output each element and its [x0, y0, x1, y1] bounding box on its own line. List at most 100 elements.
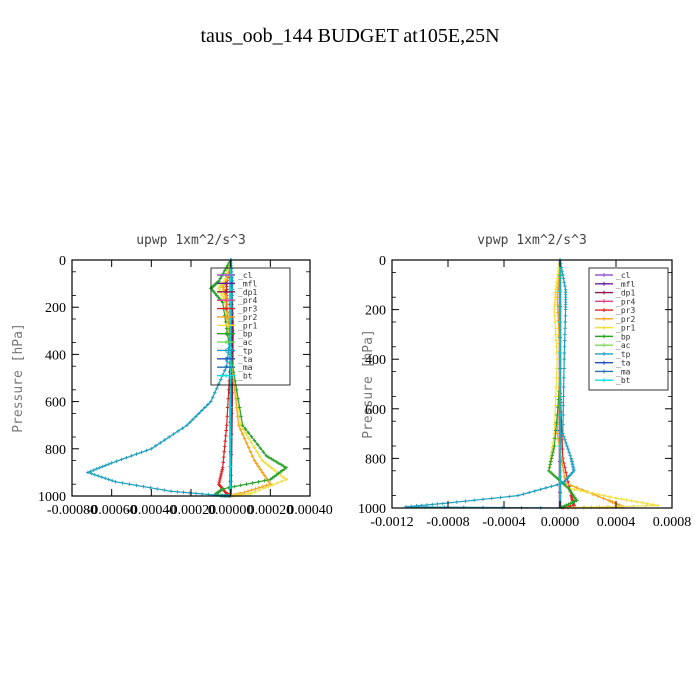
series-marker-tp: [129, 454, 134, 458]
series-marker-pr1: [552, 314, 557, 318]
series-marker-pr1: [555, 357, 559, 361]
legend-marker: [602, 378, 606, 383]
series-marker-pr1: [555, 351, 559, 355]
y-tick-label: 200: [45, 301, 66, 316]
series-marker-bp: [564, 484, 568, 488]
series-marker-pr1: [608, 495, 612, 499]
series-marker-pr1: [635, 500, 639, 504]
series-marker-pr3: [226, 396, 230, 401]
series-marker-pr3: [223, 434, 228, 438]
series-marker-bp: [554, 420, 559, 425]
legend-label: _ma: [238, 363, 253, 372]
series-marker-pr1: [249, 441, 254, 445]
legend-label: _dp1: [238, 288, 257, 297]
series-marker-bp: [225, 263, 230, 268]
series-marker-bp: [282, 467, 287, 471]
legend-label: _tp: [238, 346, 253, 355]
series-marker-pr1: [279, 479, 284, 484]
y-tick-label: 400: [45, 348, 66, 363]
series-marker-pr3: [221, 460, 226, 465]
x-tick-label: -0.0012: [370, 515, 413, 530]
series-marker-bp: [270, 476, 275, 480]
legend-marker: [602, 369, 606, 374]
series-marker-tp: [562, 280, 566, 285]
series-marker-tp: [563, 307, 568, 312]
series-marker-pr2: [253, 487, 258, 491]
series-marker-pr1: [640, 500, 645, 505]
series-marker-tp: [481, 497, 485, 502]
legend-label: _bp: [616, 332, 631, 341]
series-marker-tp: [155, 487, 160, 491]
legend-label: _bp: [238, 330, 253, 339]
legend-label: _ta: [238, 355, 253, 364]
series-marker-bp: [552, 444, 557, 448]
series-marker-tp: [180, 426, 185, 430]
series-marker-bp: [244, 482, 249, 486]
x-tick-label: 0.00020: [248, 503, 294, 518]
series-marker-pr1: [555, 280, 559, 285]
legend-marker: [224, 331, 228, 336]
series-marker-pr1: [656, 503, 660, 508]
series-marker-tp: [103, 476, 108, 481]
series-marker-bt: [558, 413, 562, 417]
series-marker-pr1: [257, 454, 262, 458]
series-marker-tp: [561, 431, 565, 436]
series-marker-tp: [561, 273, 565, 277]
series-marker-pr2: [601, 496, 606, 501]
series-marker-pr3: [564, 470, 568, 475]
panel-title: upwp 1xm^2/s^3: [136, 233, 246, 248]
series-marker-tp: [563, 284, 567, 288]
series-marker-tp: [498, 495, 503, 500]
series-marker-bp: [551, 447, 556, 451]
series-marker-tp: [109, 461, 114, 465]
series-marker-tp: [106, 462, 111, 466]
y-tick-label: 400: [365, 353, 386, 368]
series-marker-bp: [267, 455, 271, 460]
series-marker-pr2: [562, 475, 567, 479]
series-marker-bp: [220, 300, 225, 305]
series-marker-pr2: [244, 441, 249, 445]
series-marker-bt: [558, 475, 562, 479]
legend-box: [588, 267, 669, 391]
series-marker-tp: [562, 376, 566, 380]
legend-label: _pr3: [616, 306, 635, 315]
legend-label: _ma: [616, 367, 631, 376]
series-marker-pr2: [556, 310, 560, 315]
series-marker-pr3: [225, 414, 229, 419]
series-marker-pr1: [262, 486, 266, 491]
series-marker-tp: [562, 345, 567, 349]
series-marker-tp: [197, 411, 201, 416]
series-marker-tp: [566, 447, 570, 451]
series-marker-bp: [551, 450, 555, 454]
legend-marker: [224, 289, 228, 294]
series-marker-bp: [549, 456, 554, 461]
series-marker-pr1: [257, 488, 262, 492]
series-marker-tp: [185, 423, 189, 427]
legend-marker: [602, 273, 606, 277]
series-marker-bp: [550, 453, 555, 458]
series-marker-pr2: [569, 483, 573, 488]
legend-marker: [602, 343, 606, 348]
series-marker-pr1: [246, 436, 251, 441]
x-tick-label: 0.00040: [287, 503, 333, 518]
legend-label: _pr1: [238, 321, 257, 330]
legend-marker: [602, 334, 606, 339]
x-tick-label: -0.00020: [166, 503, 216, 518]
series-marker-bp: [553, 436, 557, 441]
series-marker-bp: [568, 501, 573, 506]
legend-label: _dp1: [616, 289, 635, 298]
series-marker-bp: [246, 431, 251, 435]
series-marker-tp: [563, 326, 567, 330]
series-marker-tp: [527, 490, 531, 495]
series-marker-bp: [238, 483, 243, 488]
series-marker-tp: [563, 332, 567, 337]
series-marker-tp: [162, 438, 167, 442]
series-marker-tp: [169, 489, 173, 494]
series-marker-bp: [575, 498, 579, 503]
series-marker-bp: [264, 454, 269, 458]
series-marker-tp: [200, 492, 204, 496]
legend-marker: [224, 348, 228, 353]
series-marker-tp: [555, 482, 559, 487]
series-marker-bp: [281, 464, 286, 469]
series-marker-pr1: [596, 492, 600, 497]
